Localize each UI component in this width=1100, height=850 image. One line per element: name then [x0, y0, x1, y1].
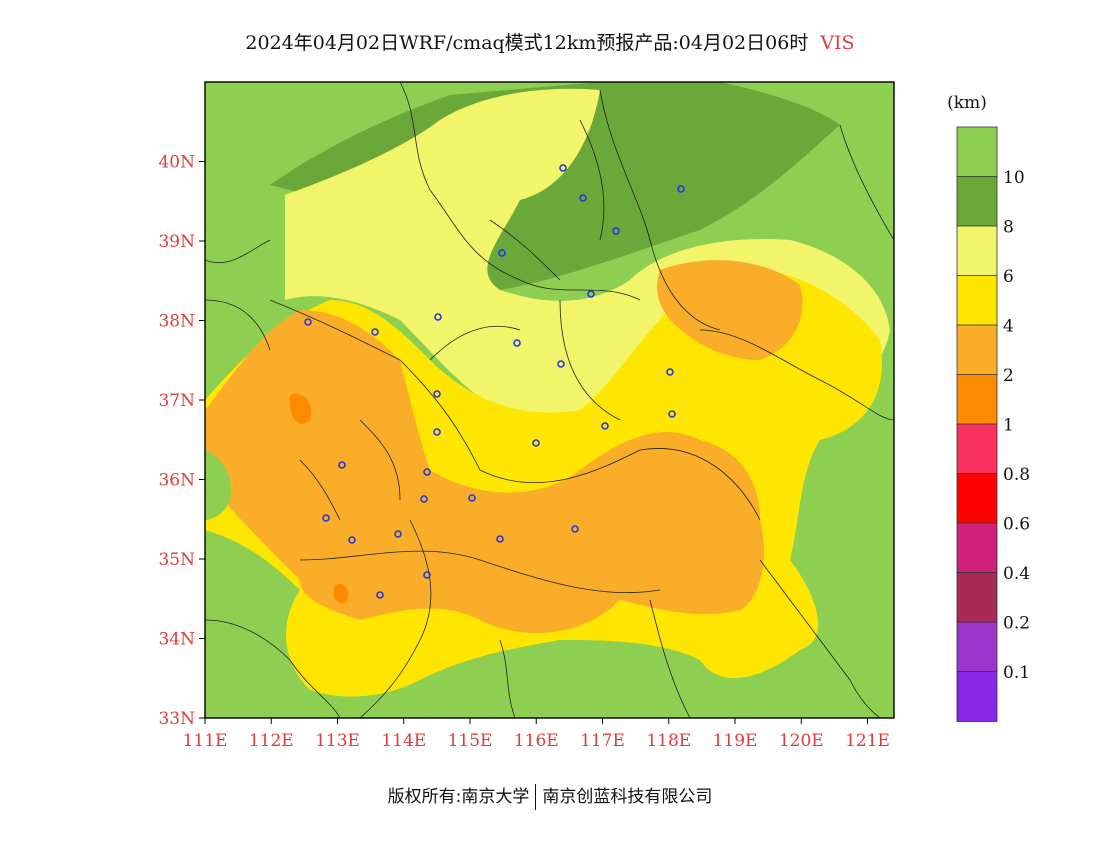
lon-tick-label: 118E [646, 731, 691, 751]
legend-swatch [956, 572, 998, 623]
legend-swatch [956, 423, 998, 475]
company-text: 南京创蓝科技有限公司 [542, 787, 713, 807]
map-fields [205, 82, 894, 718]
variable-label: VIS [820, 32, 855, 54]
lon-tick-label: 114E [381, 731, 426, 751]
legend-swatch [956, 275, 998, 326]
field-vis-10-sw [205, 450, 231, 520]
lat-tick-label: 33N [158, 709, 195, 729]
field-vis-2 [205, 310, 764, 634]
legend-label: 0.8 [1003, 465, 1030, 485]
legend-swatch [956, 671, 998, 722]
title-text: 2024年04月02日WRF/cmaq模式12km预报产品:04月02日06时 [245, 32, 809, 54]
legend-label: 0.4 [1003, 564, 1030, 584]
map-title: 2024年04月02日WRF/cmaq模式12km预报产品:04月02日06时 V… [0, 28, 1100, 55]
legend-label: 2 [1003, 366, 1014, 386]
legend-label: 0.6 [1003, 515, 1030, 535]
lon-tick-label: 111E [183, 731, 228, 751]
legend-swatch [956, 374, 998, 425]
lat-tick-label: 37N [158, 391, 195, 411]
lat-tick-label: 35N [158, 550, 195, 570]
lon-tick-label: 119E [713, 731, 758, 751]
lat-tick-label: 36N [158, 471, 195, 491]
legend-unit: (km) [947, 93, 987, 113]
field-vis-10-west [205, 180, 282, 395]
lon-tick-label: 115E [448, 731, 493, 751]
legend-label: 6 [1003, 267, 1014, 287]
lat-tick-label: 39N [158, 232, 195, 252]
legend-swatch [956, 621, 998, 673]
lat-tick-label: 38N [158, 312, 195, 332]
legend-swatch [956, 473, 998, 524]
legend-label: 10 [1003, 168, 1025, 188]
province-borders [205, 82, 894, 718]
lat-tick-label: 40N [158, 153, 195, 173]
legend-label: 8 [1003, 218, 1014, 238]
color-legend: (km) 10 8 6 4 2 1 0.8 0.6 0.4 0.2 0.1 [947, 93, 1030, 722]
lon-tick-label: 116E [514, 731, 559, 751]
lon-tick-label: 121E [845, 731, 890, 751]
legend-label: 0.1 [1003, 663, 1030, 683]
copyright-text: 版权所有:南京大学 [387, 787, 530, 807]
field-vis-2-east [657, 260, 803, 360]
lon-tick-label: 120E [779, 731, 824, 751]
field-vis-1-b [333, 583, 349, 604]
lon-tick-label: 117E [580, 731, 625, 751]
lat-tick-label: 34N [158, 630, 195, 650]
field-vis-1 [289, 394, 312, 424]
legend-label: 0.2 [1003, 614, 1030, 634]
legend-swatch [956, 522, 998, 574]
footer-credits: 版权所有:南京大学 南京创蓝科技有限公司 [0, 782, 1100, 810]
city-markers [304, 164, 685, 599]
footer-divider [535, 784, 537, 810]
legend-label: 4 [1003, 317, 1014, 337]
lon-tick-label: 113E [315, 731, 360, 751]
legend-label: 1 [1003, 416, 1014, 436]
legend-swatch [956, 324, 998, 376]
legend-swatch [956, 176, 998, 227]
legend-swatch [956, 225, 998, 277]
lon-tick-label: 112E [249, 731, 294, 751]
legend-swatch [956, 126, 998, 178]
